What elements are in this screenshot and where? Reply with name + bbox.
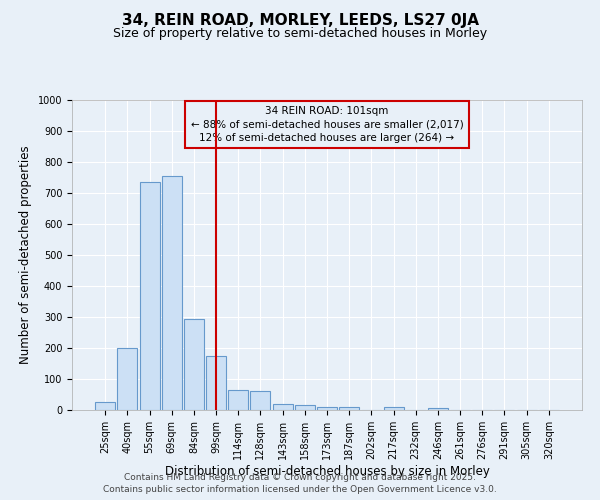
Bar	[428, 408, 448, 410]
Bar	[118, 348, 137, 410]
X-axis label: Distribution of semi-detached houses by size in Morley: Distribution of semi-detached houses by …	[164, 464, 490, 477]
Text: Contains HM Land Registry data © Crown copyright and database right 2025.: Contains HM Land Registry data © Crown c…	[124, 474, 476, 482]
Text: Contains public sector information licensed under the Open Government Licence v3: Contains public sector information licen…	[103, 485, 497, 494]
Bar	[250, 391, 271, 410]
Bar	[162, 176, 182, 410]
Bar	[228, 390, 248, 410]
Bar	[140, 182, 160, 410]
Bar	[317, 407, 337, 410]
Y-axis label: Number of semi-detached properties: Number of semi-detached properties	[19, 146, 32, 364]
Bar	[339, 407, 359, 410]
Bar	[295, 406, 315, 410]
Bar	[184, 318, 204, 410]
Text: Size of property relative to semi-detached houses in Morley: Size of property relative to semi-detach…	[113, 28, 487, 40]
Bar	[206, 356, 226, 410]
Bar	[272, 404, 293, 410]
Bar	[383, 407, 404, 410]
Text: 34, REIN ROAD, MORLEY, LEEDS, LS27 0JA: 34, REIN ROAD, MORLEY, LEEDS, LS27 0JA	[121, 12, 479, 28]
Bar	[95, 402, 115, 410]
Text: 34 REIN ROAD: 101sqm
← 88% of semi-detached houses are smaller (2,017)
12% of se: 34 REIN ROAD: 101sqm ← 88% of semi-detac…	[191, 106, 463, 142]
